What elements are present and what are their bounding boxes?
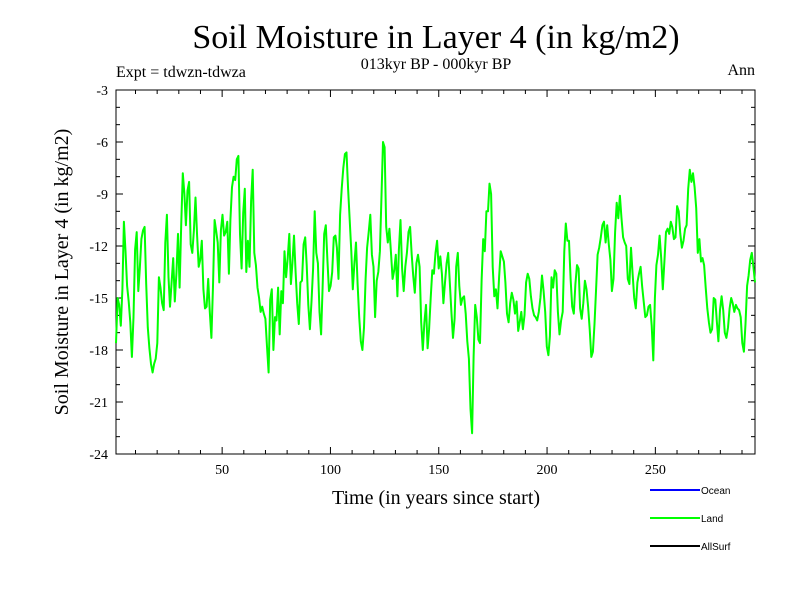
season-label: Ann <box>727 62 755 79</box>
x-tick-label: 50 <box>215 463 229 478</box>
experiment-label: Expt = tdwzn-tdwza <box>116 64 246 81</box>
y-tick-label: -15 <box>89 292 108 307</box>
y-tick-label: -18 <box>89 344 108 359</box>
legend-label-ocean: Ocean <box>701 486 730 497</box>
legend-label-allsurf: AllSurf <box>701 542 731 553</box>
x-axis-label: Time (in years since start) <box>332 487 540 509</box>
y-tick-label: -24 <box>89 448 108 463</box>
x-axis: 50 100 150 200 250 <box>134 90 743 478</box>
legend: Ocean Land AllSurf <box>650 486 731 553</box>
y-axis-label: Soil Moisture in Layer 4 (in kg/m2) <box>51 129 73 416</box>
y-tick-label: -6 <box>96 136 108 151</box>
series-layer <box>115 141 756 435</box>
x-tick-label: 100 <box>320 463 341 478</box>
plot-frame <box>115 89 756 455</box>
x-tick-label: 200 <box>537 463 558 478</box>
y-tick-label: -21 <box>89 396 108 411</box>
series-line-land <box>115 141 756 435</box>
y-tick-label: -12 <box>89 240 108 255</box>
legend-label-land: Land <box>701 514 723 525</box>
chart-subtitle: 013kyr BP - 000kyr BP <box>361 56 512 73</box>
chart-title: Soil Moisture in Layer 4 (in kg/m2) <box>192 19 679 56</box>
x-tick-label: 250 <box>645 463 666 478</box>
y-tick-label: -9 <box>96 188 108 203</box>
x-tick-label: 150 <box>428 463 449 478</box>
y-axis: -24 -21 -18 -15 -12 -9 -6 -3 <box>89 84 755 463</box>
y-tick-label: -3 <box>96 84 108 99</box>
